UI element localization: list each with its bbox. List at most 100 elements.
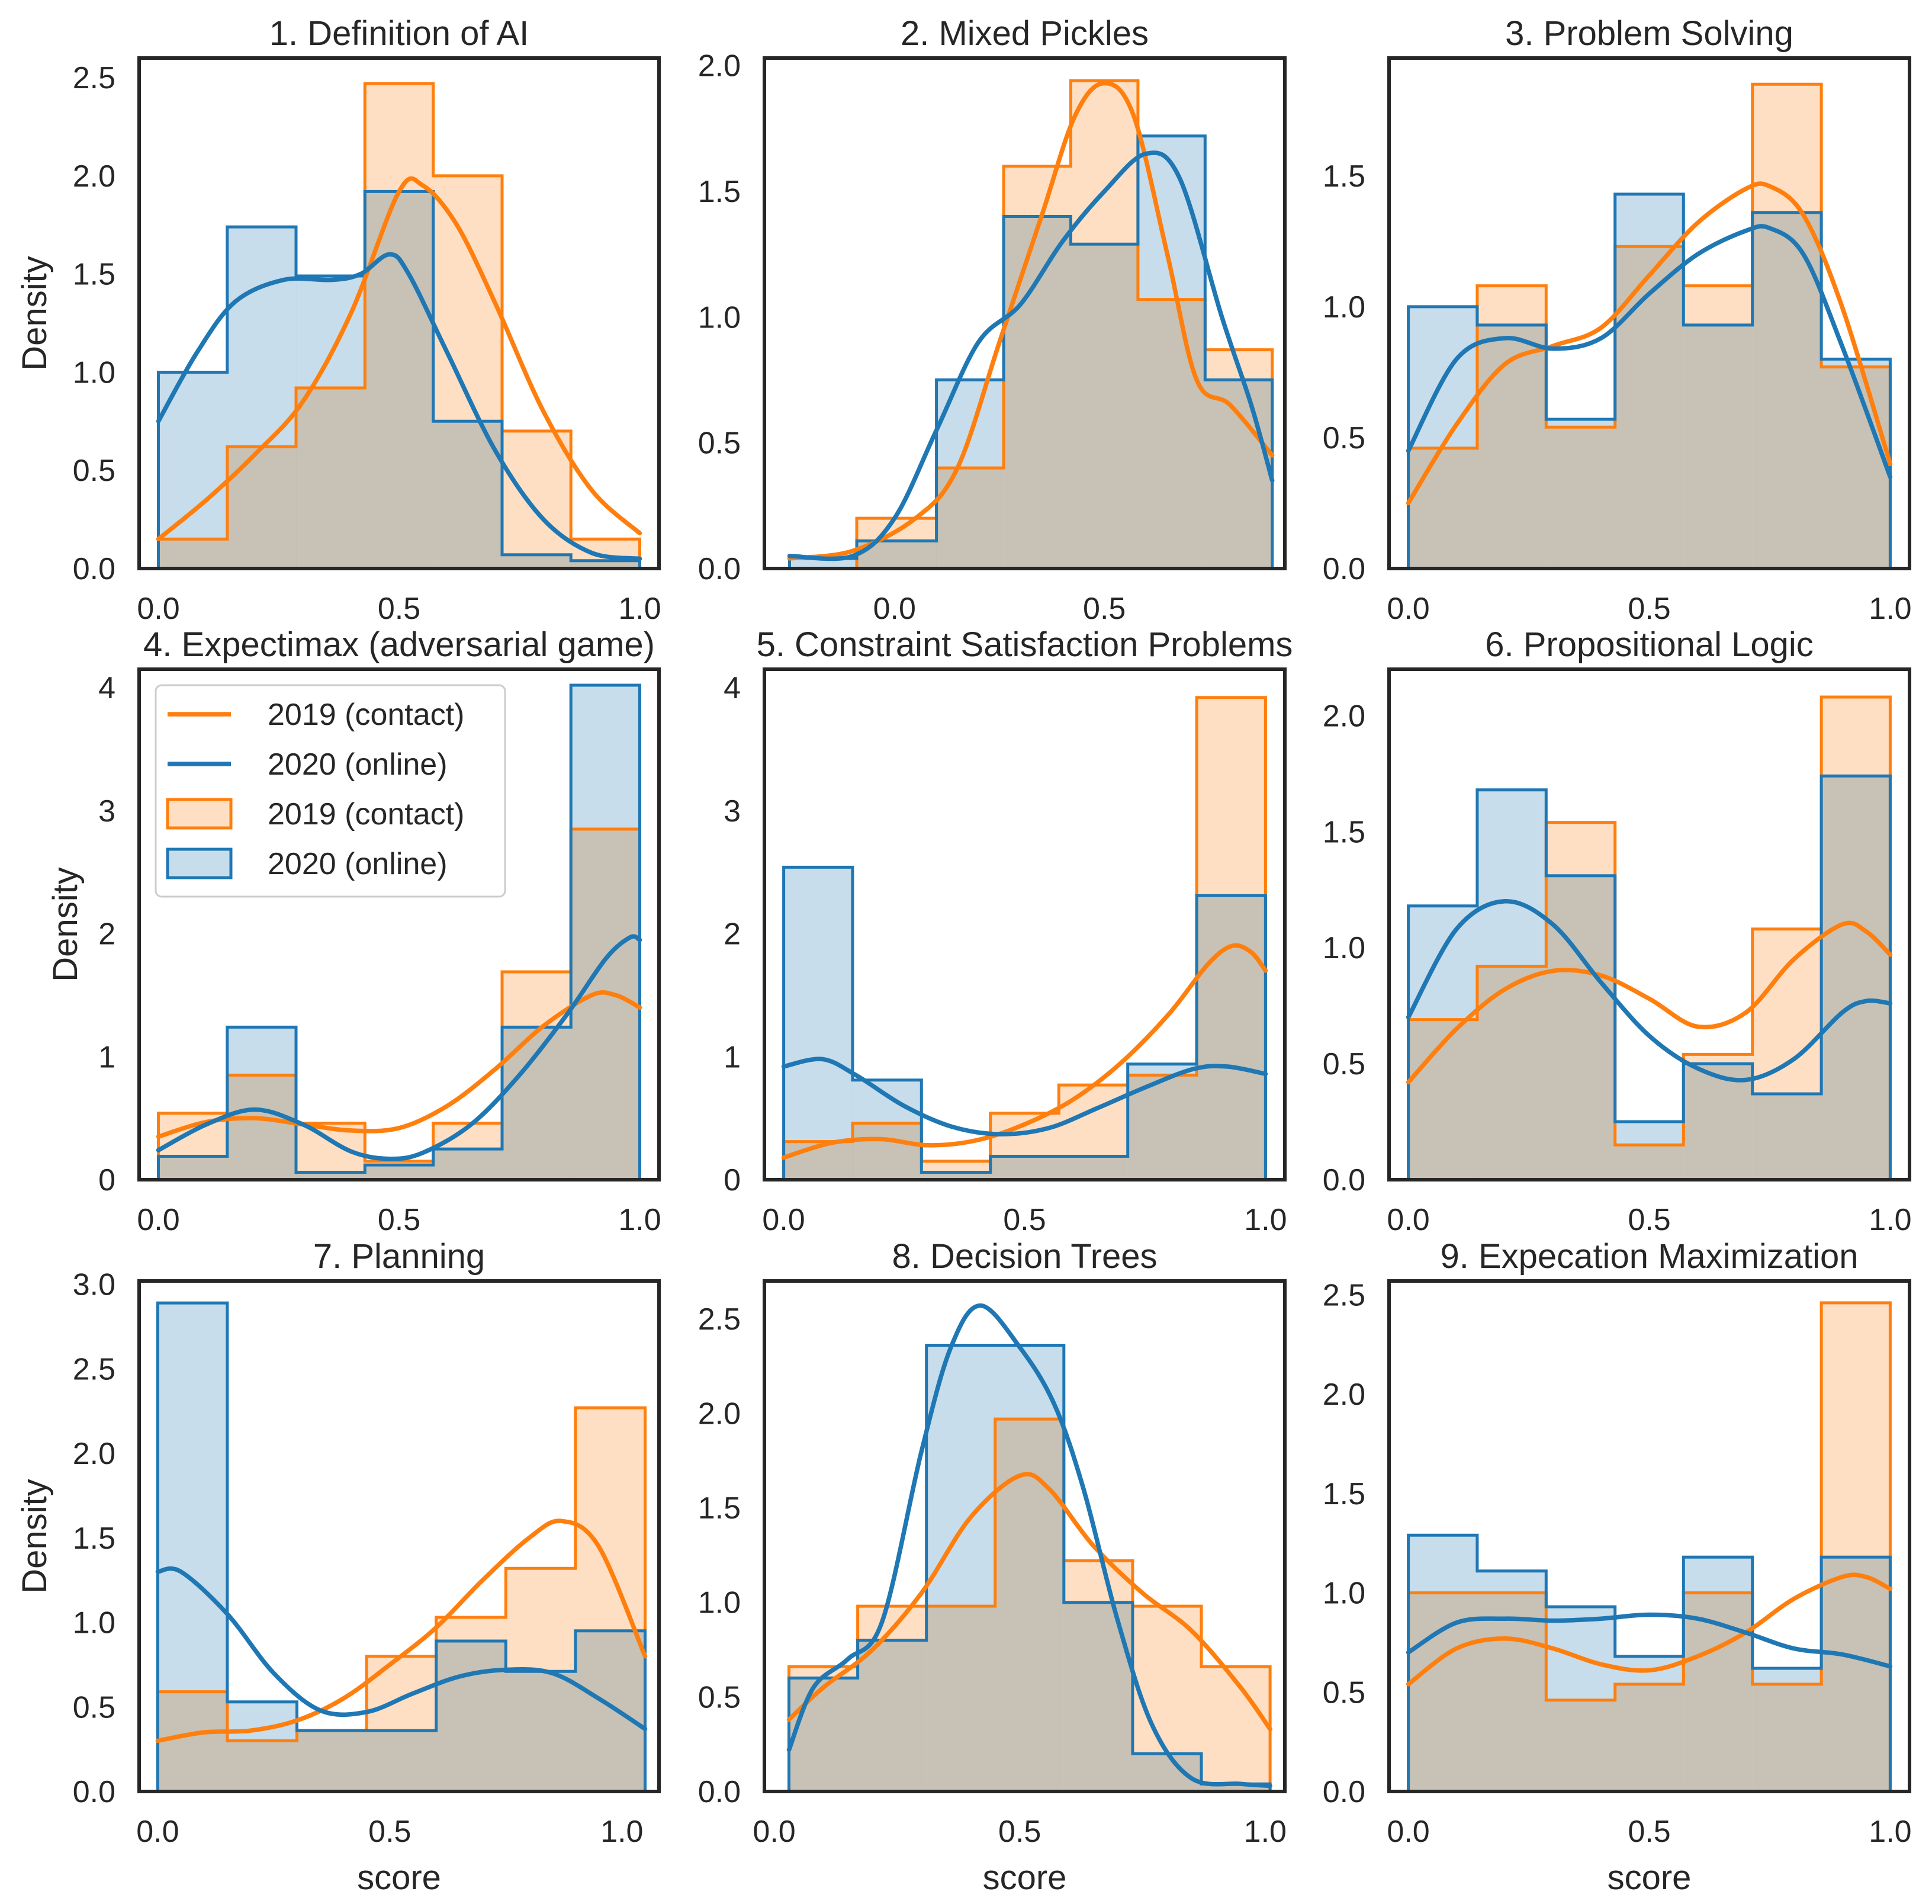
- kde-line-2020: [1406, 224, 1893, 480]
- legend-label: 2019 (contact): [268, 797, 464, 831]
- x-tick-label: 1.0: [1869, 1815, 1911, 1849]
- kde-line-2019: [1406, 1572, 1893, 1687]
- kde-line-2019: [1406, 920, 1893, 1085]
- y-tick-label: 3.0: [73, 1268, 115, 1302]
- histogram-2020: [789, 1345, 1271, 1791]
- subplot-title: 4. Expectimax (adversarial game): [143, 625, 655, 664]
- y-tick-label: 0.5: [698, 426, 741, 461]
- x-tick-label: 0.5: [1003, 1203, 1046, 1237]
- histogram-bar-2020: [367, 1730, 436, 1791]
- y-tick-label: 1: [724, 1040, 741, 1074]
- histogram-bar-2020: [1127, 1064, 1197, 1180]
- plot-area: [156, 683, 642, 1180]
- y-tick-label: 1.5: [1323, 815, 1365, 849]
- y-tick-label: 2.5: [73, 1352, 115, 1386]
- y-tick-label: 2.5: [698, 1302, 741, 1337]
- histogram-bar-2020: [365, 1165, 433, 1180]
- x-tick-label: 0.0: [762, 1203, 805, 1237]
- y-axis-label: Density: [15, 256, 54, 370]
- histogram-bar-2020: [227, 1027, 297, 1180]
- kde-line-2019: [156, 176, 642, 542]
- histogram-bar-2020: [1546, 875, 1615, 1180]
- y-tick-label: 0.0: [73, 1775, 115, 1809]
- y-tick-label: 2.5: [1323, 1278, 1365, 1312]
- y-axis-label: Density: [15, 1479, 54, 1593]
- y-tick-label: 1.0: [698, 300, 741, 335]
- y-tick-label: 1.0: [1323, 290, 1365, 325]
- histogram-bar-2019: [1201, 1667, 1271, 1791]
- histogram-bar-2020: [936, 380, 1004, 569]
- histogram-bar-2020: [575, 1630, 645, 1791]
- y-tick-label: 1.5: [1323, 159, 1365, 194]
- y-tick-label: 4: [98, 671, 115, 705]
- y-tick-label: 0.0: [698, 1775, 741, 1809]
- subplot-title: 5. Constraint Satisfaction Problems: [757, 625, 1293, 664]
- histogram-bar-2020: [1821, 776, 1891, 1180]
- x-tick-label: 0.0: [136, 1815, 179, 1849]
- histogram-bar-2020: [227, 1701, 297, 1791]
- histogram-2020: [158, 685, 640, 1180]
- y-tick-label: 2.0: [698, 1396, 741, 1431]
- x-tick-label: 1.0: [618, 592, 661, 626]
- y-tick-label: 2: [98, 917, 115, 952]
- y-tick-label: 1.0: [698, 1586, 741, 1620]
- x-tick-label: 0.0: [137, 1203, 179, 1237]
- kde-line-2020: [156, 252, 642, 561]
- axes-frame: [1387, 667, 1911, 1181]
- histogram-bar-2020: [158, 1156, 227, 1180]
- y-tick-label: 0.5: [1323, 421, 1365, 455]
- histogram-bar-2020: [436, 1641, 506, 1791]
- plot-area: [1406, 1301, 1893, 1791]
- histogram-outline-2020: [1407, 1533, 1892, 1791]
- x-tick-label: 1.0: [1244, 1203, 1287, 1237]
- x-tick-label: 0.0: [1387, 592, 1429, 626]
- legend-label: 2020 (online): [268, 747, 448, 782]
- histogram-bar-2020: [783, 867, 853, 1180]
- axes-frame: [763, 667, 1287, 1181]
- subplot-title: 2. Mixed Pickles: [901, 14, 1149, 53]
- axes-frame: [137, 667, 661, 1181]
- histogram-bar-2020: [1683, 325, 1753, 569]
- histogram-bar-2019: [502, 431, 571, 569]
- histogram-bar-2020: [157, 1303, 227, 1791]
- subplot-title: 6. Propositional Logic: [1485, 625, 1814, 664]
- x-tick-label: 0.5: [368, 1815, 411, 1849]
- histogram-outline-2019: [1407, 1301, 1892, 1791]
- y-tick-label: 0.0: [1323, 552, 1365, 586]
- histogram-2020: [1408, 1535, 1891, 1791]
- x-tick-label: 1.0: [1869, 1203, 1911, 1237]
- histogram-2020: [789, 136, 1272, 569]
- axes-frame: [137, 56, 661, 570]
- histogram-bar-2020: [571, 560, 640, 569]
- subplot-1: 1. Definition of AI 0.0 0.5 1.0 0.0 0.5 1.0 1.5…: [15, 14, 661, 626]
- histogram-bar-2020: [1408, 306, 1477, 569]
- x-axis-label: score: [983, 1858, 1067, 1897]
- histogram-bar-2020: [990, 1156, 1059, 1180]
- histogram-bar-2020: [1477, 325, 1547, 569]
- histogram-outline-2020: [156, 1301, 647, 1791]
- y-tick-label: 1.0: [73, 1606, 115, 1640]
- subplot-8: 8. Decision Trees 0.0 0.5 1.0 0.0 0.5 1.0 1.5 2.…: [698, 1237, 1287, 1897]
- histogram-bar-2020: [571, 685, 640, 1180]
- kde-line-2020: [1406, 899, 1893, 1083]
- y-tick-label: 1.0: [1323, 1577, 1365, 1611]
- histogram-bar-2020: [857, 1640, 927, 1791]
- histogram-bar-2020: [1821, 359, 1891, 569]
- legend-label: 2019 (contact): [268, 698, 464, 732]
- x-tick-label: 0.0: [753, 1815, 795, 1849]
- x-axis-label: score: [357, 1858, 441, 1897]
- x-tick-label: 0.0: [137, 592, 179, 626]
- plot-area: [781, 696, 1268, 1180]
- histogram-outline-2019: [157, 82, 641, 569]
- subplot-4: 4. Expectimax (adversarial game) 0.0 0.5 1.…: [46, 625, 661, 1237]
- plot-area: [786, 1303, 1272, 1791]
- y-tick-label: 1.5: [698, 175, 741, 209]
- kde-line-2020: [786, 1303, 1272, 1789]
- legend-label: 2020 (online): [268, 847, 448, 881]
- histogram-bar-2020: [1071, 244, 1138, 569]
- subplot-title: 3. Problem Solving: [1505, 14, 1793, 53]
- y-tick-label: 2.5: [73, 61, 115, 95]
- kde-line-2019: [781, 943, 1268, 1160]
- kde-line-2019: [156, 990, 642, 1139]
- subplot-9: 9. Expecation Maximization 0.0 0.5 1.0 0.0 0.…: [1323, 1237, 1912, 1897]
